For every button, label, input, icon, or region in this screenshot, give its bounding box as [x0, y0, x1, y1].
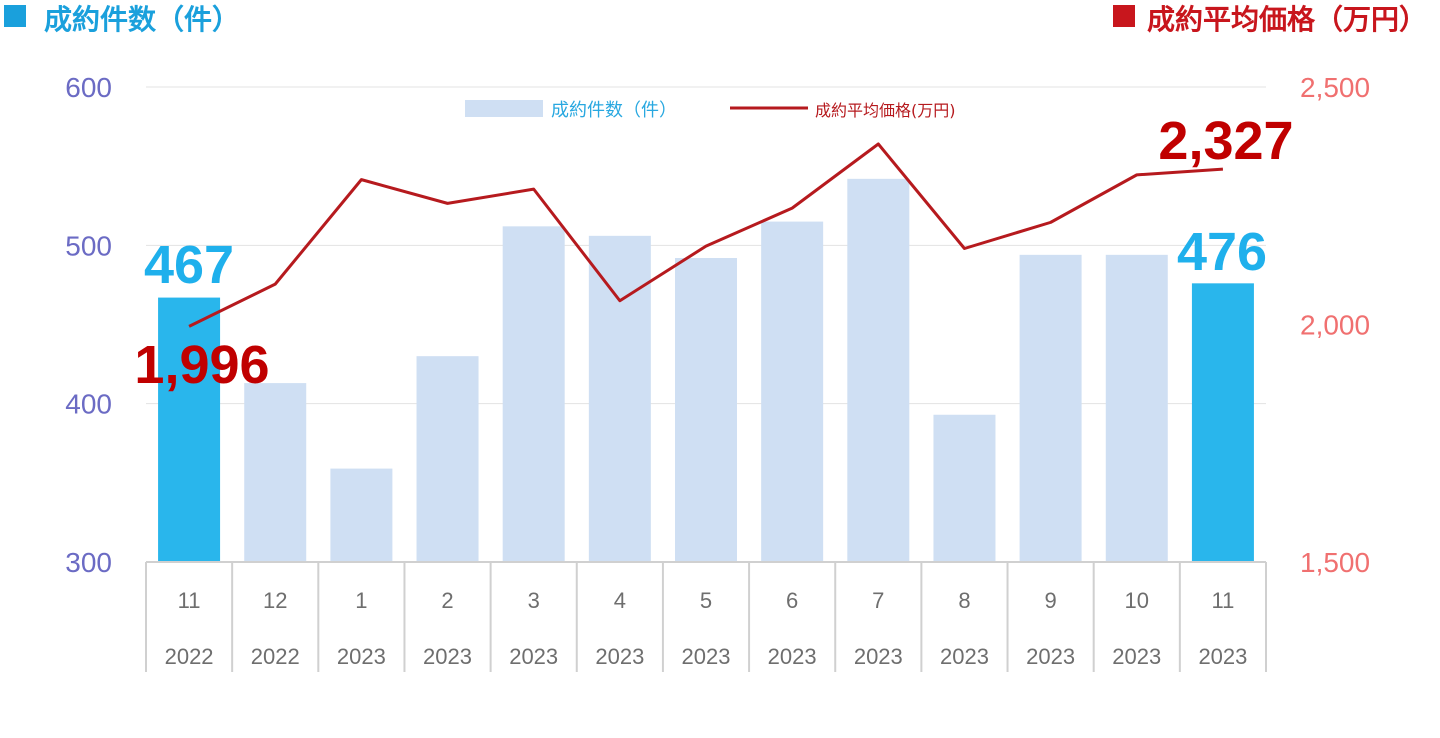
bar-series	[158, 178, 1254, 563]
category-month-label: 11	[178, 588, 201, 613]
category-month-label: 4	[614, 588, 626, 613]
category-month-label: 10	[1125, 588, 1149, 613]
right-axis-title: 成約平均価格（万円）	[1147, 3, 1427, 36]
category-year-label: 2023	[423, 644, 472, 669]
left-tick-label: 600	[65, 72, 112, 103]
data-label-line-last: 2,327	[1158, 111, 1293, 171]
category-month-label: 2	[441, 588, 453, 613]
bar-12	[1191, 283, 1254, 562]
bar-2	[330, 468, 393, 562]
left-axis-ticks: 600 500 400 300	[65, 72, 112, 578]
bar-6	[675, 258, 737, 562]
category-year-label: 2023	[1112, 644, 1161, 669]
category-year-label: 2022	[165, 644, 214, 669]
category-year-label: 2023	[682, 644, 731, 669]
category-year-label: 2023	[854, 644, 903, 669]
category-month-label: 9	[1044, 588, 1056, 613]
right-tick-label: 2,000	[1300, 310, 1370, 341]
category-year-label: 2023	[1026, 644, 1075, 669]
legend-line-label: 成約平均価格(万円)	[815, 101, 956, 120]
category-month-label: 3	[528, 588, 540, 613]
category-month-label: 6	[786, 588, 798, 613]
bar-11	[1105, 254, 1168, 563]
bar-5	[588, 235, 651, 563]
bar-3	[416, 356, 479, 562]
category-axis: 11 2022 12 2022 1 2023 2 2023 3 2023 4 2023 5 2023 6 20…	[145, 561, 1267, 672]
right-tick-label: 1,500	[1300, 547, 1370, 578]
left-title-square-icon	[4, 5, 26, 27]
category-month-label: 12	[263, 588, 287, 613]
left-tick-label: 500	[65, 230, 112, 261]
bar-10	[1019, 254, 1082, 563]
category-year-label: 2023	[595, 644, 644, 669]
data-label-line-first: 1,996	[134, 335, 269, 395]
category-month-label: 1	[355, 588, 367, 613]
category-year-label: 2023	[337, 644, 386, 669]
data-label-bar-first: 467	[144, 235, 234, 295]
right-axis-ticks: 2,500 2,000 1,500	[1300, 72, 1370, 578]
category-year-label: 2023	[509, 644, 558, 669]
left-tick-label: 300	[65, 547, 112, 578]
bar-4	[502, 226, 565, 563]
bar-1	[244, 383, 307, 562]
category-year-label: 2022	[251, 644, 300, 669]
left-axis-title: 成約件数（件）	[44, 3, 240, 36]
category-month-label: 11	[1212, 588, 1235, 613]
legend: 成約件数（件） 成約平均価格(万円)	[465, 100, 956, 121]
right-title-square-icon	[1113, 5, 1135, 27]
bar-8	[847, 178, 910, 563]
bar-7	[761, 221, 824, 563]
category-month-label: 7	[872, 588, 884, 613]
data-label-bar-last: 476	[1177, 222, 1267, 282]
bar-9	[933, 414, 996, 562]
legend-bar-swatch	[465, 100, 543, 117]
left-tick-label: 400	[65, 389, 112, 420]
price-line-series	[188, 142, 1224, 328]
category-year-label: 2023	[940, 644, 989, 669]
bar-0	[158, 297, 221, 562]
right-tick-label: 2,500	[1300, 72, 1370, 103]
category-month-label: 8	[958, 588, 970, 613]
legend-bar-label: 成約件数（件）	[551, 100, 677, 121]
category-year-label: 2023	[1198, 644, 1247, 669]
category-year-label: 2023	[768, 644, 817, 669]
category-month-label: 5	[700, 588, 712, 613]
